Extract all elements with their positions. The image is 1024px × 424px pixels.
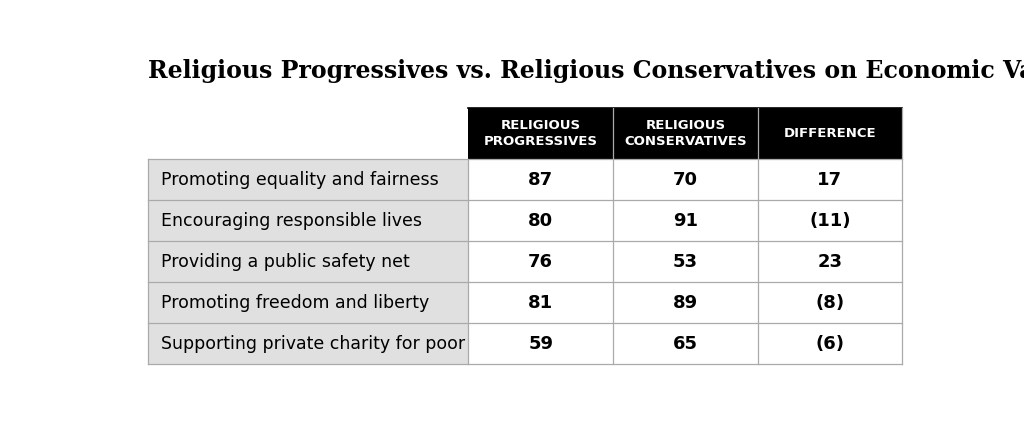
Text: 89: 89 — [673, 294, 698, 312]
Text: Supporting private charity for poor: Supporting private charity for poor — [161, 335, 465, 353]
Text: Religious Progressives vs. Religious Conservatives on Economic Values: Religious Progressives vs. Religious Con… — [147, 59, 1024, 83]
Text: 23: 23 — [817, 253, 843, 271]
Text: 70: 70 — [673, 171, 698, 189]
Text: 53: 53 — [673, 253, 698, 271]
Text: Promoting freedom and liberty: Promoting freedom and liberty — [161, 294, 429, 312]
Text: (6): (6) — [815, 335, 844, 353]
Text: (11): (11) — [809, 212, 851, 230]
Text: 17: 17 — [817, 171, 843, 189]
Text: 91: 91 — [673, 212, 698, 230]
Text: 76: 76 — [528, 253, 553, 271]
Text: 87: 87 — [528, 171, 553, 189]
Text: 65: 65 — [673, 335, 698, 353]
Text: 59: 59 — [528, 335, 553, 353]
Text: Encouraging responsible lives: Encouraging responsible lives — [161, 212, 422, 230]
Text: (8): (8) — [815, 294, 845, 312]
Text: Promoting equality and fairness: Promoting equality and fairness — [161, 171, 438, 189]
Text: RELIGIOUS
CONSERVATIVES: RELIGIOUS CONSERVATIVES — [624, 119, 746, 148]
Text: 81: 81 — [528, 294, 553, 312]
Text: 80: 80 — [528, 212, 553, 230]
Text: Providing a public safety net: Providing a public safety net — [161, 253, 410, 271]
Text: RELIGIOUS
PROGRESSIVES: RELIGIOUS PROGRESSIVES — [483, 119, 598, 148]
Text: DIFFERENCE: DIFFERENCE — [783, 127, 877, 140]
